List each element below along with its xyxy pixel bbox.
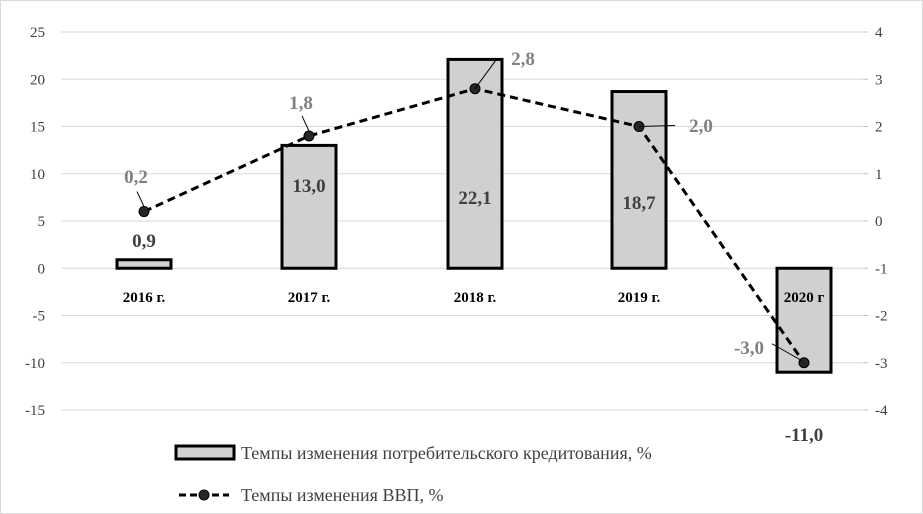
- bar-data-label: 22,1: [458, 188, 491, 209]
- legend-swatch-bar: [174, 444, 236, 461]
- left-tick-label: 25: [30, 25, 45, 41]
- category-labels: 2016 г. 2017 г. 2018 г. 2019 г. 2020 г: [123, 290, 825, 306]
- line-data-label: 1,8: [289, 93, 313, 114]
- legend-item-line: Темпы изменения ВВП, %: [179, 485, 443, 505]
- legend-label-line: Темпы изменения ВВП, %: [241, 485, 443, 505]
- legend-swatch-marker: [198, 489, 210, 501]
- right-tick-label: 0: [875, 214, 883, 230]
- category-label: 2019 г.: [618, 290, 661, 306]
- bar-data-label: 13,0: [292, 176, 325, 197]
- legend-label-bar: Темпы изменения потребительского кредито…: [241, 443, 652, 463]
- line-data-label: 0,2: [124, 167, 148, 188]
- label-leader-line: [301, 115, 310, 132]
- line-marker: [798, 357, 810, 369]
- label-leader-line: [136, 191, 145, 207]
- line-marker: [303, 130, 315, 142]
- right-tick-label: -4: [875, 403, 888, 419]
- left-tick-label: 20: [30, 72, 45, 88]
- left-axis-ticks: 25 20 15 10 5 0 -5 -10 -15: [25, 25, 45, 419]
- left-tick-label: -5: [33, 309, 46, 325]
- line-data-label: -3,0: [734, 338, 764, 359]
- right-axis-ticks: 4 3 2 1 0 -1 -2 -3 -4: [863, 25, 888, 419]
- label-leader-line: [474, 58, 498, 89]
- bar-series: 0,9 13,0 22,1 18,7 -11,0: [115, 57, 833, 446]
- left-tick-label: 0: [38, 261, 46, 277]
- right-tick-label: 3: [875, 72, 883, 88]
- category-label: 2018 г.: [454, 290, 497, 306]
- line-series: 0,2 1,8 2,8 2,0 -3,0: [124, 49, 810, 369]
- bar: [115, 258, 173, 270]
- legend: Темпы изменения потребительского кредито…: [174, 443, 652, 505]
- left-tick-label: -15: [25, 403, 45, 419]
- bar-data-label: 0,9: [132, 231, 156, 252]
- label-leader-line: [771, 343, 803, 362]
- right-tick-label: -3: [875, 356, 888, 372]
- left-tick-label: 15: [30, 120, 45, 136]
- legend-item-bars: Темпы изменения потребительского кредито…: [174, 443, 652, 463]
- left-tick-label: 10: [30, 167, 45, 183]
- bar: [775, 266, 833, 374]
- right-tick-label: 1: [875, 167, 883, 183]
- right-tick-label: 2: [875, 120, 883, 136]
- bar-data-label: -11,0: [785, 425, 824, 446]
- left-tick-label: -10: [25, 356, 45, 372]
- bar: [610, 90, 668, 270]
- category-label: 2020 г: [784, 290, 825, 306]
- bar: [280, 143, 338, 270]
- bar-data-label: 18,7: [622, 193, 656, 214]
- category-label: 2016 г.: [123, 290, 166, 306]
- category-label: 2017 г.: [288, 290, 331, 306]
- label-leader-line: [638, 125, 676, 127]
- bar: [446, 57, 504, 270]
- right-tick-label: -2: [875, 309, 888, 325]
- line-marker: [138, 206, 150, 218]
- line-data-label: 2,0: [689, 116, 713, 137]
- right-tick-label: -1: [875, 261, 888, 277]
- line-data-label: 2,8: [511, 49, 535, 70]
- left-tick-label: 5: [38, 214, 46, 230]
- right-tick-label: 4: [875, 25, 883, 41]
